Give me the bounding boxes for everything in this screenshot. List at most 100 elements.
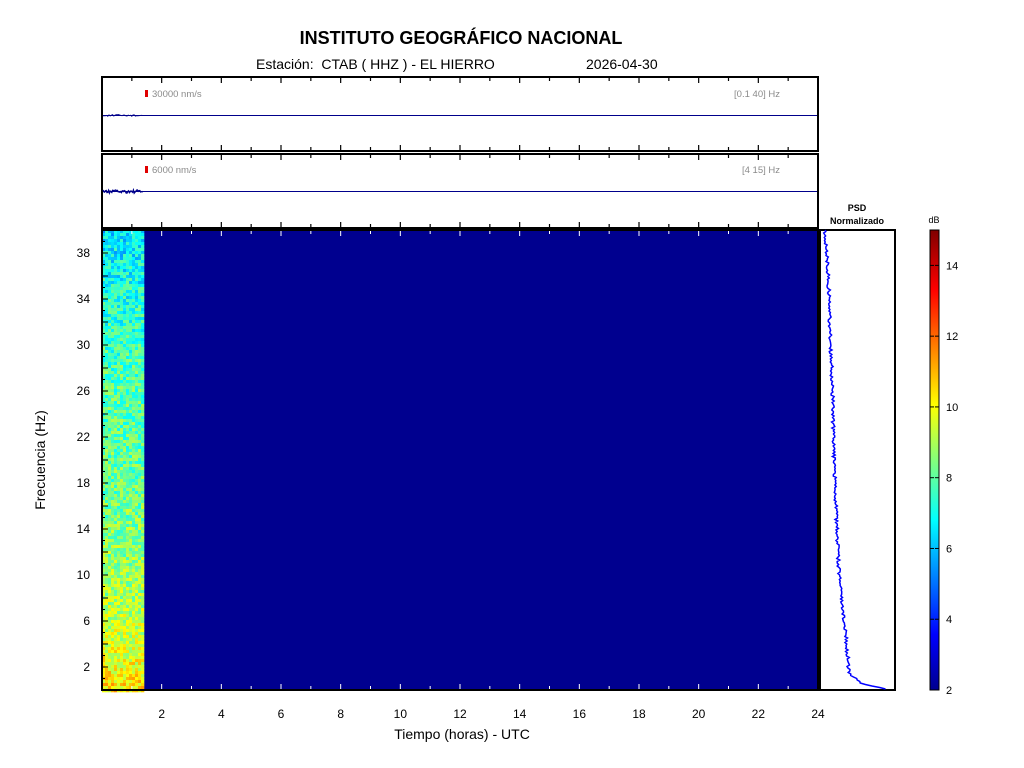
spectrogram-cell	[135, 533, 139, 537]
spectrogram-cell	[141, 359, 145, 363]
spectrogram-cell	[117, 449, 121, 453]
spectrogram-cell	[132, 272, 136, 276]
spectrogram-cell	[123, 380, 127, 384]
spectrogram-cell	[135, 332, 139, 336]
spectrogram-cell	[141, 494, 145, 498]
spectrogram-cell	[120, 467, 124, 471]
spectrogram-cell	[135, 605, 139, 609]
spectrogram-cell	[111, 254, 115, 258]
spectrogram-cell	[120, 515, 124, 519]
spectrogram-cell	[138, 356, 142, 360]
spectrogram-cell	[129, 443, 133, 447]
spectrogram-cell	[123, 443, 127, 447]
spectrogram-cell	[108, 509, 112, 513]
spectrogram-cell	[138, 443, 142, 447]
spectrogram-cell	[111, 590, 115, 594]
spectrogram-cell	[108, 425, 112, 429]
spectrogram-cell	[138, 500, 142, 504]
spectrogram-cell	[105, 530, 109, 534]
spectrogram-cell	[102, 446, 106, 450]
spectrogram-cell	[114, 410, 118, 414]
spectrogram-cell	[108, 452, 112, 456]
spectrogram-cell	[102, 593, 106, 597]
spectrogram-cell	[102, 542, 106, 546]
spectrogram-cell	[138, 611, 142, 615]
spectrogram-cell	[126, 365, 130, 369]
spectrogram-cell	[129, 329, 133, 333]
spectrogram-cell	[120, 602, 124, 606]
spectrogram-cell	[117, 605, 121, 609]
spectrogram-cell	[141, 527, 145, 531]
spectrogram-cell	[123, 608, 127, 612]
spectrogram-cell	[120, 557, 124, 561]
spectrogram-cell	[129, 641, 133, 645]
spectrogram-cell	[120, 449, 124, 453]
spectrogram-cell	[132, 425, 136, 429]
spectrogram-cell	[114, 620, 118, 624]
spectrogram-cell	[102, 365, 106, 369]
spectrogram-cell	[117, 254, 121, 258]
spectrogram-cell	[141, 641, 145, 645]
spectrogram-cell	[132, 653, 136, 657]
spectrogram-cell	[108, 536, 112, 540]
spectrogram-cell	[132, 248, 136, 252]
spectrogram-cell	[132, 440, 136, 444]
spectrogram-cell	[132, 626, 136, 630]
spectrogram-cell	[126, 419, 130, 423]
spectrogram-cell	[132, 536, 136, 540]
spectrogram-cell	[105, 281, 109, 285]
spectrogram-cell	[102, 281, 106, 285]
spectrogram-cell	[108, 620, 112, 624]
spectrogram-cell	[126, 425, 130, 429]
spectrogram-cell	[120, 314, 124, 318]
spectrogram-cell	[108, 410, 112, 414]
spectrogram-cell	[126, 539, 130, 543]
trace1-scale-marker	[145, 90, 148, 97]
spectrogram-cell	[111, 311, 115, 315]
spectrogram-cell	[138, 266, 142, 270]
spectrogram-cell	[132, 413, 136, 417]
spectrogram-cell	[132, 305, 136, 309]
spectrogram-cell	[135, 281, 139, 285]
spectrogram-cell	[132, 581, 136, 585]
spectrogram-cell	[123, 326, 127, 330]
spectrogram-cell	[129, 551, 133, 555]
spectrogram-cell	[114, 323, 118, 327]
spectrogram-cell	[132, 551, 136, 555]
spectrogram-cell	[117, 641, 121, 645]
spectrogram-cell	[117, 581, 121, 585]
spectrogram-cell	[117, 533, 121, 537]
spectrogram-cell	[117, 515, 121, 519]
spectrogram-cell	[120, 500, 124, 504]
spectrogram-cell	[111, 242, 115, 246]
spectrogram-cell	[138, 680, 142, 684]
spectrogram-cell	[126, 677, 130, 681]
spectrogram-cell	[123, 230, 127, 234]
spectrogram-cell	[123, 506, 127, 510]
y-tick-label: 10	[77, 568, 91, 582]
spectrogram-cell	[105, 341, 109, 345]
spectrogram-cell	[126, 389, 130, 393]
spectrogram-cell	[102, 434, 106, 438]
spectrogram-cell	[108, 305, 112, 309]
spectrogram-cell	[105, 401, 109, 405]
spectrogram-cell	[102, 293, 106, 297]
spectrogram-cell	[141, 248, 145, 252]
spectrogram-cell	[114, 278, 118, 282]
spectrogram-cell	[132, 629, 136, 633]
spectrogram-cell	[138, 656, 142, 660]
spectrogram-cell	[135, 404, 139, 408]
spectrogram-cell	[108, 506, 112, 510]
spectrogram-cell	[111, 560, 115, 564]
spectrogram-cell	[111, 356, 115, 360]
spectrogram-cell	[117, 653, 121, 657]
spectrogram-cell	[114, 470, 118, 474]
spectrogram-cell	[117, 251, 121, 255]
spectrogram-cell	[102, 683, 106, 687]
colorbar-gradient	[929, 229, 940, 691]
spectrogram-cell	[129, 629, 133, 633]
spectrogram-cell	[126, 668, 130, 672]
spectrogram-cell	[141, 431, 145, 435]
spectrogram-cell	[108, 515, 112, 519]
spectrogram-cell	[123, 683, 127, 687]
